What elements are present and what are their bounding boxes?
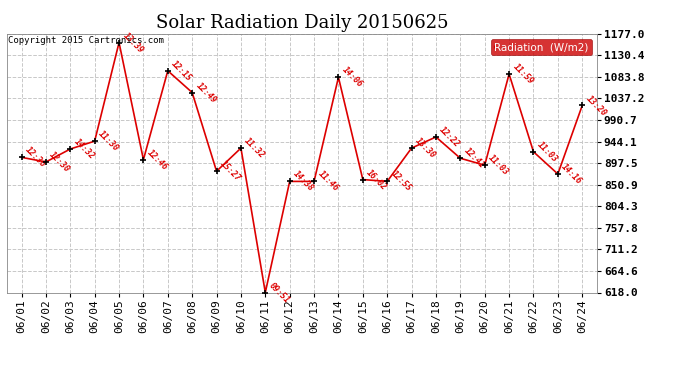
Legend: Radiation  (W/m2): Radiation (W/m2) bbox=[491, 39, 591, 55]
Text: 11:03: 11:03 bbox=[486, 153, 511, 177]
Text: 16:02: 16:02 bbox=[365, 168, 388, 192]
Text: 12:55: 12:55 bbox=[389, 170, 413, 194]
Text: 13:20: 13:20 bbox=[584, 94, 608, 118]
Text: 11:59: 11:59 bbox=[511, 62, 535, 86]
Text: 11:32: 11:32 bbox=[243, 136, 267, 160]
Text: 12:30: 12:30 bbox=[48, 150, 72, 174]
Text: 14:06: 14:06 bbox=[340, 65, 364, 89]
Text: 12:41: 12:41 bbox=[462, 146, 486, 170]
Text: 12:15: 12:15 bbox=[170, 59, 194, 83]
Text: Copyright 2015 Cartronics.com: Copyright 2015 Cartronics.com bbox=[8, 36, 164, 45]
Text: 11:30: 11:30 bbox=[97, 129, 121, 153]
Text: 12:49: 12:49 bbox=[194, 81, 218, 105]
Text: 13:39: 13:39 bbox=[121, 31, 145, 55]
Text: 14:32: 14:32 bbox=[72, 137, 97, 161]
Text: 11:46: 11:46 bbox=[316, 170, 340, 194]
Text: 12:22: 12:22 bbox=[438, 125, 462, 149]
Text: 11:03: 11:03 bbox=[535, 140, 560, 164]
Text: 14:38: 14:38 bbox=[292, 170, 316, 194]
Text: 09:51: 09:51 bbox=[267, 280, 291, 304]
Text: 14:16: 14:16 bbox=[560, 162, 584, 186]
Text: 12:36: 12:36 bbox=[23, 146, 48, 170]
Title: Solar Radiation Daily 20150625: Solar Radiation Daily 20150625 bbox=[156, 14, 448, 32]
Text: 15:27: 15:27 bbox=[219, 159, 243, 183]
Text: 12:46: 12:46 bbox=[146, 148, 170, 172]
Text: 13:30: 13:30 bbox=[413, 136, 437, 160]
